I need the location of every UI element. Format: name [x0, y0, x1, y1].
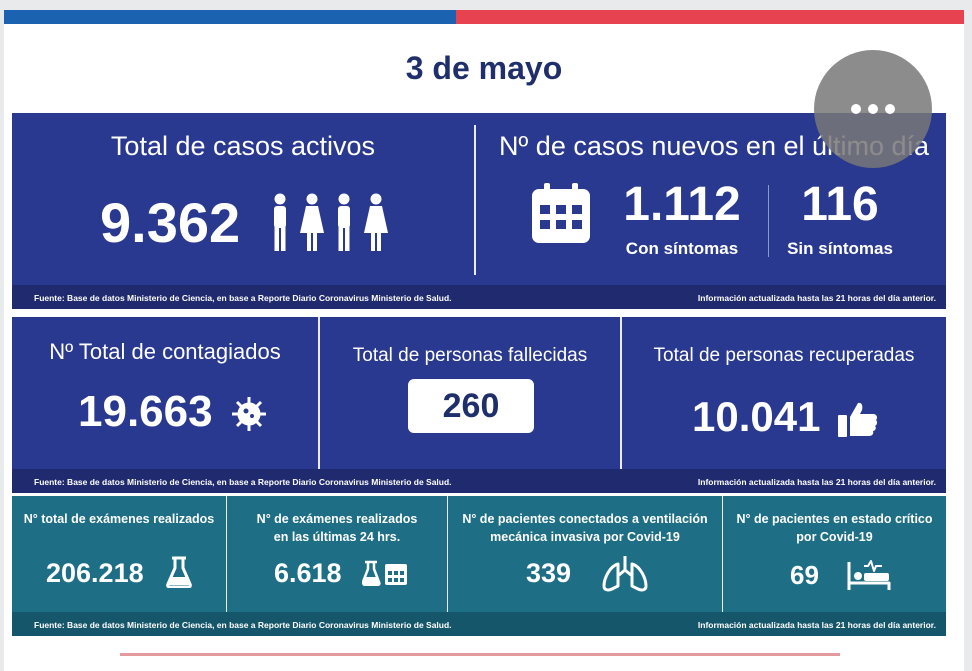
row1-source: Fuente: Base de datos Ministerio de Cien… [34, 293, 452, 303]
exams24-title-2: en las últimas 24 hrs. [273, 530, 401, 544]
without-symptoms-label: Sin síntomas [787, 239, 893, 258]
calendar-icon [532, 183, 590, 243]
flask-calendar-icon [362, 560, 407, 586]
with-symptoms-label: Con síntomas [625, 239, 739, 258]
row3-divider-3 [722, 496, 723, 612]
recovered-value: 10.041 [692, 393, 821, 440]
lungs-icon [602, 556, 648, 592]
deaths-value-box: 260 [408, 379, 534, 433]
people-icon [274, 193, 388, 251]
row1-footer: Fuente: Base de datos Ministerio de Cien… [12, 285, 946, 309]
exams-title: N° total de exámenes realizados [23, 512, 215, 526]
row2-divider-2 [620, 317, 622, 469]
row1-divider [474, 125, 476, 275]
critical-value: 69 [790, 560, 819, 590]
deaths-title: Total de personas fallecidas [352, 345, 588, 366]
more-dots-icon [868, 104, 878, 114]
row2-source: Fuente: Base de datos Ministerio de Cien… [34, 477, 452, 487]
total-infected-title: Nº Total de contagiados [49, 339, 281, 364]
infographic-card: 3 de mayo Total de casos activos 9.362 N… [4, 10, 964, 671]
panel-active-and-new-cases: Total de casos activos 9.362 Nº de casos… [12, 113, 946, 309]
row3-source: Fuente: Base de datos Ministerio de Cien… [34, 620, 452, 630]
page-title: 3 de mayo [405, 50, 563, 86]
exams-value: 206.218 [46, 558, 144, 588]
active-cases-value: 9.362 [100, 191, 241, 254]
ventilation-title-2: mecánica invasiva por Covid-19 [490, 530, 680, 544]
top-bar-blue [4, 10, 456, 24]
row2-divider-1 [318, 317, 320, 469]
top-bar-red [456, 10, 964, 24]
critical-title-1: N° de pacientes en estado crítico [736, 512, 933, 526]
active-cases-title: Total de casos activos [110, 131, 376, 161]
row1-updated: Información actualizada hasta las 21 hor… [697, 293, 936, 303]
panel-exams-and-patients: N° total de exámenes realizados 206.218 … [12, 496, 946, 636]
hospital-bed-icon [847, 560, 891, 590]
exams24-value: 6.618 [274, 558, 342, 588]
row3-divider-2 [447, 496, 448, 612]
more-options-button[interactable] [814, 50, 932, 168]
bottom-divider-line [120, 653, 840, 656]
ventilation-title-1: N° de pacientes conectados a ventilación [462, 512, 708, 526]
total-infected-value: 19.663 [78, 387, 213, 436]
row3-divider-1 [226, 496, 227, 612]
deaths-value: 260 [442, 387, 500, 425]
symptoms-divider [768, 185, 769, 257]
top-color-bar [4, 10, 964, 24]
flask-icon [166, 556, 192, 588]
more-dots-icon [851, 104, 861, 114]
more-dots-icon [885, 104, 895, 114]
exams24-title-1: N° de exámenes realizados [256, 512, 418, 526]
row2-updated: Información actualizada hasta las 21 hor… [697, 477, 936, 487]
recovered-title: Total de personas recuperadas [653, 345, 915, 366]
with-symptoms-value: 1.112 [623, 178, 741, 231]
row2-footer: Fuente: Base de datos Ministerio de Cien… [12, 469, 946, 493]
panel-totals: Nº Total de contagiados 19.663 Total de … [12, 317, 946, 493]
critical-title-2: por Covid-19 [796, 530, 873, 544]
without-symptoms-value: 116 [801, 178, 879, 231]
row3-updated: Información actualizada hasta las 21 hor… [697, 620, 936, 630]
virus-icon [232, 397, 266, 431]
thumbs-up-icon [838, 402, 878, 437]
ventilation-value: 339 [526, 558, 572, 588]
row3-footer: Fuente: Base de datos Ministerio de Cien… [12, 612, 946, 636]
